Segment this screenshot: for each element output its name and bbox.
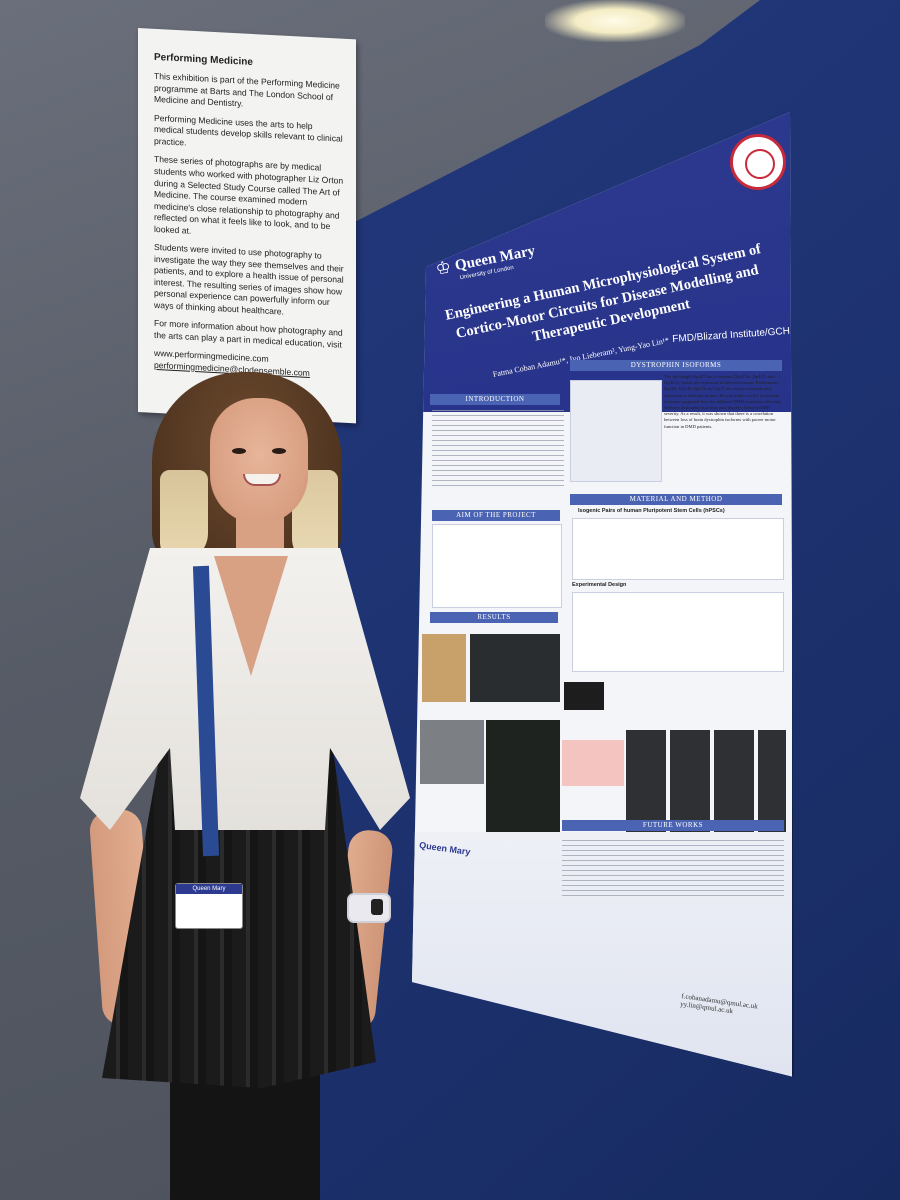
section-introduction: INTRODUCTION [430, 394, 560, 405]
research-poster: ♔ Queen Mary University of London Engine… [412, 112, 792, 1077]
results-image-2 [470, 634, 560, 702]
sign-paragraph-2: Performing Medicine uses the arts to hel… [154, 112, 343, 148]
exhibition-sign: Performing Medicine This exhibition is p… [138, 28, 356, 424]
experimental-design-figure [572, 592, 784, 672]
smile [243, 474, 281, 486]
smartwatch [347, 893, 391, 923]
experimental-design-label: Experimental Design [572, 582, 627, 588]
section-material: MATERIAL AND METHOD [570, 494, 782, 505]
dystrophin-text: The full-length Dp427 has 3 variants, Dp… [664, 374, 781, 429]
ceiling-light [545, 0, 685, 42]
id-badge: Queen Mary [175, 883, 243, 929]
section-results: RESULTS [430, 612, 558, 623]
future-works-text [562, 840, 784, 900]
badge-header: Queen Mary [176, 884, 242, 894]
university-seal-icon [730, 134, 786, 190]
results-image-3 [420, 720, 484, 784]
device-image [564, 682, 604, 710]
dystrophin-diagram [570, 380, 662, 482]
person-face [210, 398, 308, 524]
section-aim: AIM OF THE PROJECT [432, 510, 560, 521]
aim-figure [432, 524, 562, 608]
sign-paragraph-1: This exhibition is part of the Performin… [154, 71, 340, 109]
sign-paragraph-5: For more information about how photograp… [154, 318, 343, 350]
section-future: FUTURE WORKS [562, 820, 784, 831]
results-image-4 [486, 720, 560, 852]
pink-wells-image [562, 740, 624, 786]
sign-title: Performing Medicine [154, 51, 253, 69]
isogenic-figure [572, 518, 784, 580]
section-dystrophin: DYSTROPHIN ISOFORMS [570, 360, 782, 371]
introduction-text-block [432, 410, 564, 490]
hair-highlight-left [160, 470, 208, 562]
sign-paragraph-4: Students were invited to use photography… [154, 241, 344, 317]
left-eye [232, 448, 246, 454]
isogenic-heading: Isogenic Pairs of human Pluripotent Stem… [578, 508, 725, 514]
results-image-1 [422, 634, 466, 702]
right-eye [272, 448, 286, 454]
sign-paragraph-3: These series of photographs are by medic… [154, 154, 344, 236]
